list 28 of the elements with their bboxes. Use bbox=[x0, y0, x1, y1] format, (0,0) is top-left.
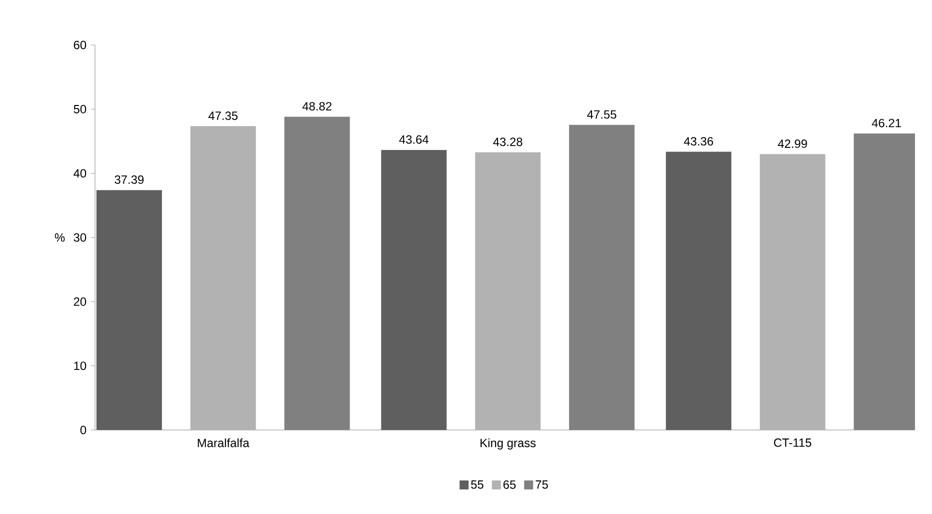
y-axis-title: % bbox=[54, 233, 65, 242]
x-tick-label: Maralfalfa bbox=[198, 438, 250, 448]
data-label: 43.36 bbox=[684, 137, 714, 146]
y-tick-label: 10 bbox=[74, 362, 86, 370]
bar bbox=[760, 154, 826, 430]
x-tick-label: King grass bbox=[480, 438, 536, 450]
legend-label: 75 bbox=[536, 480, 548, 489]
y-tick-label: 60 bbox=[74, 40, 86, 50]
y-tick-label: 50 bbox=[74, 104, 86, 114]
bar bbox=[190, 126, 256, 430]
legend-label: 65 bbox=[503, 480, 516, 489]
data-label: 47.55 bbox=[587, 110, 616, 119]
y-tick-label: 0 bbox=[80, 426, 86, 434]
data-label: 47.35 bbox=[208, 112, 238, 120]
data-label: 48.82 bbox=[302, 102, 332, 111]
bar bbox=[569, 124, 635, 430]
data-label: 43.64 bbox=[399, 135, 428, 144]
data-label: 46.21 bbox=[872, 118, 901, 128]
y-tick-label: 20 bbox=[74, 297, 86, 306]
legend-label: 55 bbox=[471, 480, 484, 489]
data-label: 37.39 bbox=[114, 175, 144, 184]
x-tick-label: CT-115 bbox=[774, 438, 812, 447]
y-tick-label: 30 bbox=[74, 233, 86, 242]
bar bbox=[284, 116, 350, 430]
data-label: 43.28 bbox=[493, 138, 522, 146]
data-label: 42.99 bbox=[778, 139, 807, 148]
bar bbox=[475, 152, 541, 430]
y-tick-label: 40 bbox=[74, 169, 86, 178]
